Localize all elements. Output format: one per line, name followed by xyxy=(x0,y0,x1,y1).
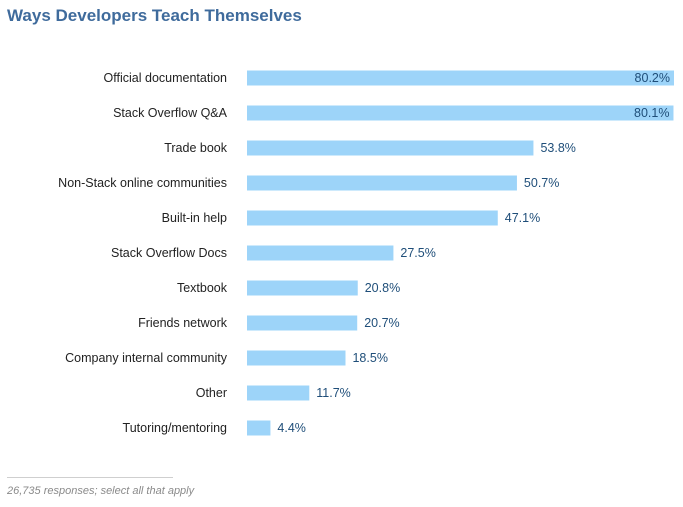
category-label: Textbook xyxy=(177,281,228,295)
bar xyxy=(247,70,674,86)
bar xyxy=(247,420,271,436)
category-label: Company internal community xyxy=(65,351,228,365)
category-label: Trade book xyxy=(164,141,228,155)
value-label: 50.7% xyxy=(524,176,559,190)
bar xyxy=(247,210,498,226)
bar xyxy=(247,280,358,296)
footnote: 26,735 responses; select all that apply xyxy=(7,485,195,497)
category-label: Built-in help xyxy=(162,211,227,225)
value-label: 20.8% xyxy=(365,281,400,295)
category-label: Official documentation xyxy=(104,71,227,85)
value-label: 11.7% xyxy=(316,386,351,400)
value-label: 80.1% xyxy=(634,106,669,120)
value-label: 80.2% xyxy=(635,71,670,85)
bar xyxy=(247,245,394,261)
value-label: 4.4% xyxy=(277,421,306,435)
bar xyxy=(247,385,310,401)
value-label: 20.7% xyxy=(364,316,399,330)
bar xyxy=(247,140,534,156)
value-label: 27.5% xyxy=(400,246,435,260)
category-label: Other xyxy=(196,386,227,400)
value-label: 18.5% xyxy=(352,351,387,365)
category-label: Friends network xyxy=(138,316,228,330)
bar xyxy=(247,105,674,121)
chart-title: Ways Developers Teach Themselves xyxy=(7,6,302,25)
category-label: Non-Stack online communities xyxy=(58,176,227,190)
category-label: Stack Overflow Docs xyxy=(111,246,227,260)
bar-chart: Official documentation 80.2% Stack Overflo… xyxy=(58,70,674,436)
footnote-divider xyxy=(7,477,173,478)
category-label: Tutoring/mentoring xyxy=(123,421,227,435)
bar xyxy=(247,175,517,191)
bar xyxy=(247,315,358,331)
bar xyxy=(247,350,346,366)
category-label: Stack Overflow Q&A xyxy=(113,106,228,120)
value-label: 47.1% xyxy=(505,211,540,225)
value-label: 53.8% xyxy=(540,141,575,155)
